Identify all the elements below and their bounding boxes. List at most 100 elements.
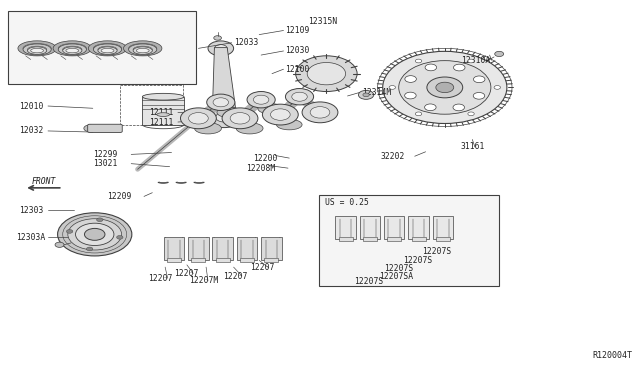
Circle shape: [494, 86, 500, 89]
Bar: [412, 237, 426, 241]
Text: R120004T: R120004T: [593, 351, 632, 360]
Circle shape: [389, 86, 396, 89]
Text: 12109: 12109: [285, 26, 309, 35]
Circle shape: [383, 51, 507, 124]
Ellipse shape: [157, 113, 170, 116]
Bar: [120, 85, 183, 125]
Circle shape: [58, 213, 132, 256]
Circle shape: [302, 102, 338, 123]
Text: 12207: 12207: [223, 272, 247, 280]
Circle shape: [208, 41, 234, 56]
Circle shape: [271, 109, 290, 120]
Ellipse shape: [195, 123, 221, 134]
Ellipse shape: [136, 48, 149, 53]
Circle shape: [247, 92, 275, 108]
Ellipse shape: [258, 103, 282, 114]
Circle shape: [307, 62, 346, 85]
Circle shape: [415, 59, 422, 63]
Bar: [339, 237, 353, 241]
Ellipse shape: [58, 44, 86, 53]
Text: 12299: 12299: [93, 150, 117, 159]
Circle shape: [213, 98, 228, 107]
Circle shape: [296, 56, 357, 92]
Ellipse shape: [98, 46, 117, 53]
Ellipse shape: [98, 47, 117, 54]
Ellipse shape: [142, 93, 184, 100]
Bar: [319, 195, 499, 286]
Circle shape: [399, 61, 491, 114]
FancyBboxPatch shape: [360, 216, 380, 239]
Ellipse shape: [133, 47, 152, 54]
Circle shape: [468, 59, 474, 63]
Text: US = 0.25: US = 0.25: [325, 198, 369, 207]
Text: 12207S: 12207S: [384, 264, 413, 273]
Ellipse shape: [31, 48, 44, 53]
Circle shape: [84, 125, 95, 132]
Text: 12033: 12033: [234, 38, 258, 47]
Text: 12303A: 12303A: [16, 233, 45, 242]
Bar: [8, 11, 196, 84]
Ellipse shape: [58, 44, 86, 55]
Text: 13021: 13021: [93, 159, 117, 168]
Ellipse shape: [66, 48, 79, 53]
Circle shape: [253, 95, 269, 104]
FancyBboxPatch shape: [408, 216, 429, 239]
Text: 12207SA: 12207SA: [379, 272, 413, 280]
Circle shape: [427, 77, 463, 98]
Text: 32202: 32202: [381, 152, 405, 161]
Bar: [240, 258, 254, 262]
Circle shape: [363, 93, 369, 97]
FancyBboxPatch shape: [335, 216, 356, 239]
Ellipse shape: [88, 41, 127, 56]
Circle shape: [67, 230, 73, 233]
Circle shape: [216, 112, 232, 122]
Ellipse shape: [28, 47, 47, 54]
Circle shape: [76, 223, 114, 246]
Text: 12207S: 12207S: [403, 256, 433, 265]
Circle shape: [68, 219, 122, 250]
Circle shape: [262, 104, 298, 125]
Circle shape: [424, 104, 436, 110]
Circle shape: [453, 104, 465, 111]
FancyBboxPatch shape: [188, 237, 209, 260]
Circle shape: [292, 92, 307, 101]
Circle shape: [55, 242, 64, 247]
Text: 12010: 12010: [19, 102, 44, 110]
Circle shape: [358, 90, 374, 99]
Circle shape: [86, 247, 93, 251]
FancyBboxPatch shape: [237, 237, 257, 260]
Circle shape: [474, 76, 485, 83]
Circle shape: [405, 76, 417, 82]
Text: 12032: 12032: [19, 126, 44, 135]
Ellipse shape: [63, 47, 82, 54]
Ellipse shape: [93, 44, 122, 55]
Bar: [363, 237, 377, 241]
Ellipse shape: [129, 44, 157, 55]
Circle shape: [180, 108, 216, 129]
Circle shape: [214, 45, 227, 52]
Ellipse shape: [129, 44, 157, 53]
FancyBboxPatch shape: [143, 97, 184, 125]
Circle shape: [84, 228, 105, 240]
Circle shape: [206, 107, 242, 128]
Text: 12207M: 12207M: [189, 276, 218, 285]
Bar: [387, 237, 401, 241]
Text: 12207: 12207: [148, 274, 173, 283]
Text: 12111: 12111: [149, 108, 173, 117]
Ellipse shape: [53, 41, 92, 56]
Bar: [216, 258, 230, 262]
FancyBboxPatch shape: [433, 216, 453, 239]
Text: FRONT: FRONT: [31, 177, 56, 186]
Ellipse shape: [18, 41, 56, 56]
Circle shape: [495, 51, 504, 57]
Ellipse shape: [93, 44, 122, 53]
Text: 12310A: 12310A: [461, 56, 490, 65]
Text: 12200: 12200: [253, 154, 277, 163]
Circle shape: [415, 112, 422, 116]
Ellipse shape: [276, 119, 302, 130]
Text: 12030: 12030: [285, 46, 309, 55]
Circle shape: [189, 113, 208, 124]
Ellipse shape: [124, 41, 162, 56]
Circle shape: [230, 113, 250, 124]
Circle shape: [468, 112, 474, 116]
